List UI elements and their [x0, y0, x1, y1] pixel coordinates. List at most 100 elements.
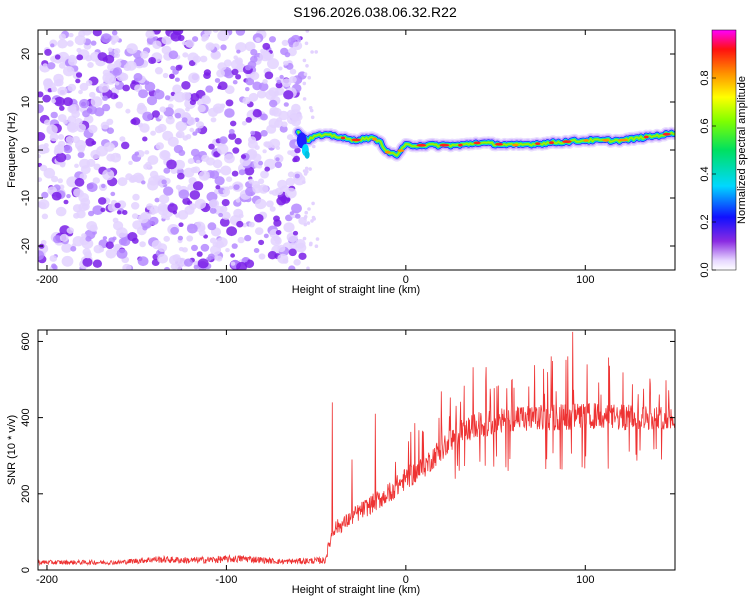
noise-blob	[285, 177, 295, 187]
noise-blob	[188, 72, 200, 84]
x-tick-label: 0	[403, 274, 409, 286]
noise-blob	[189, 99, 196, 106]
noise-blob	[314, 244, 319, 248]
noise-blob	[269, 36, 276, 43]
noise-blob	[119, 136, 126, 142]
snr-panel: -200 -100 0 100 0 200 400 600 Height of straig…	[6, 329, 676, 596]
noise-blob	[47, 88, 53, 93]
noise-blob	[136, 150, 145, 158]
noise-blob	[302, 180, 306, 184]
noise-blob	[293, 259, 301, 266]
noise-blob	[230, 120, 237, 127]
noise-blob	[279, 74, 284, 79]
noise-blob	[312, 144, 316, 149]
noise-blob	[152, 40, 162, 49]
noise-blob	[51, 263, 57, 269]
noise-blob	[142, 136, 148, 142]
signal-hotspot	[384, 150, 391, 154]
noise-blob	[245, 87, 250, 92]
noise-blob	[170, 31, 182, 42]
noise-blob	[144, 80, 150, 85]
noise-blob	[203, 234, 209, 239]
noise-blob	[283, 60, 289, 66]
signal-hotspot	[549, 141, 554, 145]
noise-blob	[228, 128, 235, 135]
noise-blob	[275, 230, 282, 235]
noise-blob	[126, 43, 138, 54]
noise-blob	[38, 201, 42, 208]
noise-blob	[110, 191, 116, 197]
noise-blob	[38, 91, 44, 98]
noise-blob	[204, 30, 212, 36]
colorbar-ticks: 0.0 0.2 0.4 0.6 0.8	[699, 70, 716, 278]
noise-blob	[219, 103, 226, 109]
noise-blob	[302, 81, 307, 86]
noise-blob	[258, 253, 266, 260]
noise-blob	[49, 133, 59, 142]
noise-blob	[233, 55, 238, 60]
noise-blob	[63, 97, 73, 107]
noise-blob	[133, 57, 145, 67]
signal-hotspot	[602, 139, 610, 142]
noise-blob	[66, 227, 75, 234]
noise-blob	[53, 73, 64, 84]
noise-blob	[310, 219, 314, 223]
noise-blob	[275, 157, 280, 162]
noise-blob	[230, 253, 236, 258]
noise-blob	[168, 50, 179, 60]
noise-blob	[62, 119, 68, 125]
noise-blob	[270, 235, 282, 246]
noise-blob	[165, 116, 175, 125]
noise-blob	[185, 107, 190, 112]
noise-blob	[236, 220, 244, 228]
signal-track-layer	[297, 131, 675, 157]
noise-blob	[244, 41, 256, 52]
noise-blob	[114, 245, 121, 251]
noise-blob	[85, 80, 93, 86]
noise-blob	[162, 72, 169, 79]
noise-blob	[100, 207, 106, 213]
noise-blob	[288, 265, 296, 270]
noise-blob	[186, 223, 198, 234]
noise-blob	[92, 177, 101, 184]
noise-blob	[244, 166, 255, 176]
noise-blob	[160, 150, 170, 159]
noise-blob	[222, 189, 228, 195]
noise-blob	[114, 52, 120, 58]
noise-blob	[206, 256, 212, 262]
noise-blob	[174, 112, 182, 119]
noise-blob	[181, 117, 188, 123]
noise-blob	[217, 30, 230, 42]
noise-blob	[264, 141, 273, 149]
noise-blob	[271, 107, 282, 117]
noise-blob	[78, 89, 83, 95]
noise-blob	[269, 206, 276, 212]
noise-blob	[195, 128, 201, 134]
noise-blob	[310, 50, 314, 54]
noise-blob	[210, 117, 217, 123]
noise-blob	[151, 240, 162, 250]
noise-blob	[132, 172, 144, 183]
signal-hotspot	[643, 135, 649, 139]
y-tick-label: 0	[20, 567, 32, 573]
noise-blob	[269, 99, 278, 108]
noise-blob	[262, 149, 267, 154]
noise-blob	[258, 82, 269, 92]
noise-blob	[277, 244, 286, 253]
noise-blob	[248, 221, 255, 228]
noise-blob	[38, 250, 45, 261]
noise-blob	[219, 136, 228, 144]
noise-blob	[248, 92, 259, 102]
noise-blob	[248, 178, 254, 184]
noise-blob	[293, 155, 300, 163]
noise-blob	[241, 121, 247, 126]
noise-blob	[113, 48, 121, 55]
noise-blob	[92, 259, 102, 268]
noise-blob	[305, 64, 309, 68]
noise-blob	[122, 263, 132, 270]
noise-blob	[54, 144, 65, 154]
signal-hotspot	[304, 150, 310, 159]
noise-blob	[57, 178, 63, 184]
y-tick-label: 20	[20, 48, 32, 60]
noise-blob	[103, 142, 115, 152]
